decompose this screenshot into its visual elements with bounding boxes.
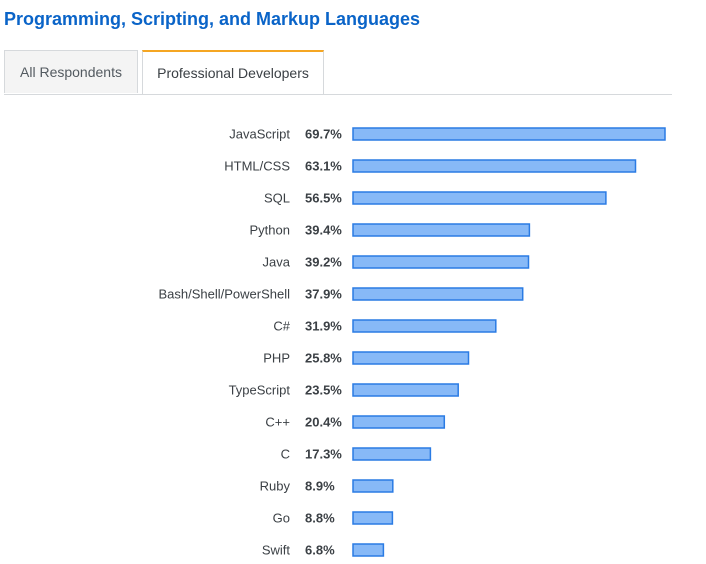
value-label: 8.9%	[305, 479, 335, 494]
value-label: 37.9%	[305, 287, 342, 302]
category-label: Java	[263, 255, 291, 270]
category-label: Swift	[262, 543, 291, 558]
bar-row: TypeScript 23.5%	[229, 383, 459, 398]
bar-row: C# 31.9%	[273, 319, 497, 334]
category-label: Bash/Shell/PowerShell	[158, 287, 290, 302]
category-label: C#	[273, 319, 290, 334]
value-label: 8.8%	[305, 511, 335, 526]
bar	[352, 415, 446, 429]
page-title: Programming, Scripting, and Markup Langu…	[4, 9, 421, 29]
value-label: 17.3%	[305, 447, 342, 462]
bar	[352, 255, 530, 269]
category-label: Go	[273, 511, 290, 526]
bar	[352, 159, 637, 173]
tab-all-respondents[interactable]: All Respondents	[4, 50, 138, 93]
category-label: Ruby	[260, 479, 291, 494]
category-label: C	[281, 447, 290, 462]
value-label: 6.8%	[305, 543, 335, 558]
bar	[352, 127, 666, 141]
bar	[352, 511, 394, 525]
bar-row: HTML/CSS 63.1%	[224, 159, 637, 174]
tab-professional-developers[interactable]: Professional Developers	[142, 50, 324, 94]
value-label: 23.5%	[305, 383, 342, 398]
bar-row: Go 8.8%	[273, 511, 394, 526]
category-label: Python	[250, 223, 290, 238]
value-label: 69.7%	[305, 127, 342, 142]
bar	[352, 223, 531, 237]
bar	[352, 543, 385, 557]
value-label: 39.2%	[305, 255, 342, 270]
category-label: HTML/CSS	[224, 159, 290, 174]
bar-row: Swift 6.8%	[262, 543, 385, 558]
respondent-tabs: All Respondents Professional Developers	[4, 50, 672, 95]
value-label: 25.8%	[305, 351, 342, 366]
category-label: SQL	[264, 191, 290, 206]
value-label: 63.1%	[305, 159, 342, 174]
bar-row: Python 39.4%	[250, 223, 531, 238]
bar	[352, 287, 524, 301]
category-label: C++	[265, 415, 290, 430]
bar	[352, 351, 470, 365]
bar	[352, 447, 432, 461]
bar-row: Bash/Shell/PowerShell 37.9%	[158, 287, 524, 302]
bar	[352, 383, 459, 397]
bar	[352, 191, 607, 205]
category-label: PHP	[263, 351, 290, 366]
bar-row: SQL 56.5%	[264, 191, 607, 206]
bar-row: JavaScript 69.7%	[229, 127, 666, 142]
bar-row: C++ 20.4%	[265, 415, 446, 430]
bar-row: PHP 25.8%	[263, 351, 470, 366]
value-label: 20.4%	[305, 415, 342, 430]
category-label: JavaScript	[229, 127, 290, 142]
bar-row: Java 39.2%	[263, 255, 530, 270]
bar	[352, 479, 394, 493]
bar-row: C 17.3%	[281, 447, 432, 462]
bar-row: Ruby 8.9%	[260, 479, 394, 494]
bar	[352, 319, 497, 333]
value-label: 39.4%	[305, 223, 342, 238]
value-label: 31.9%	[305, 319, 342, 334]
value-label: 56.5%	[305, 191, 342, 206]
category-label: TypeScript	[229, 383, 291, 398]
